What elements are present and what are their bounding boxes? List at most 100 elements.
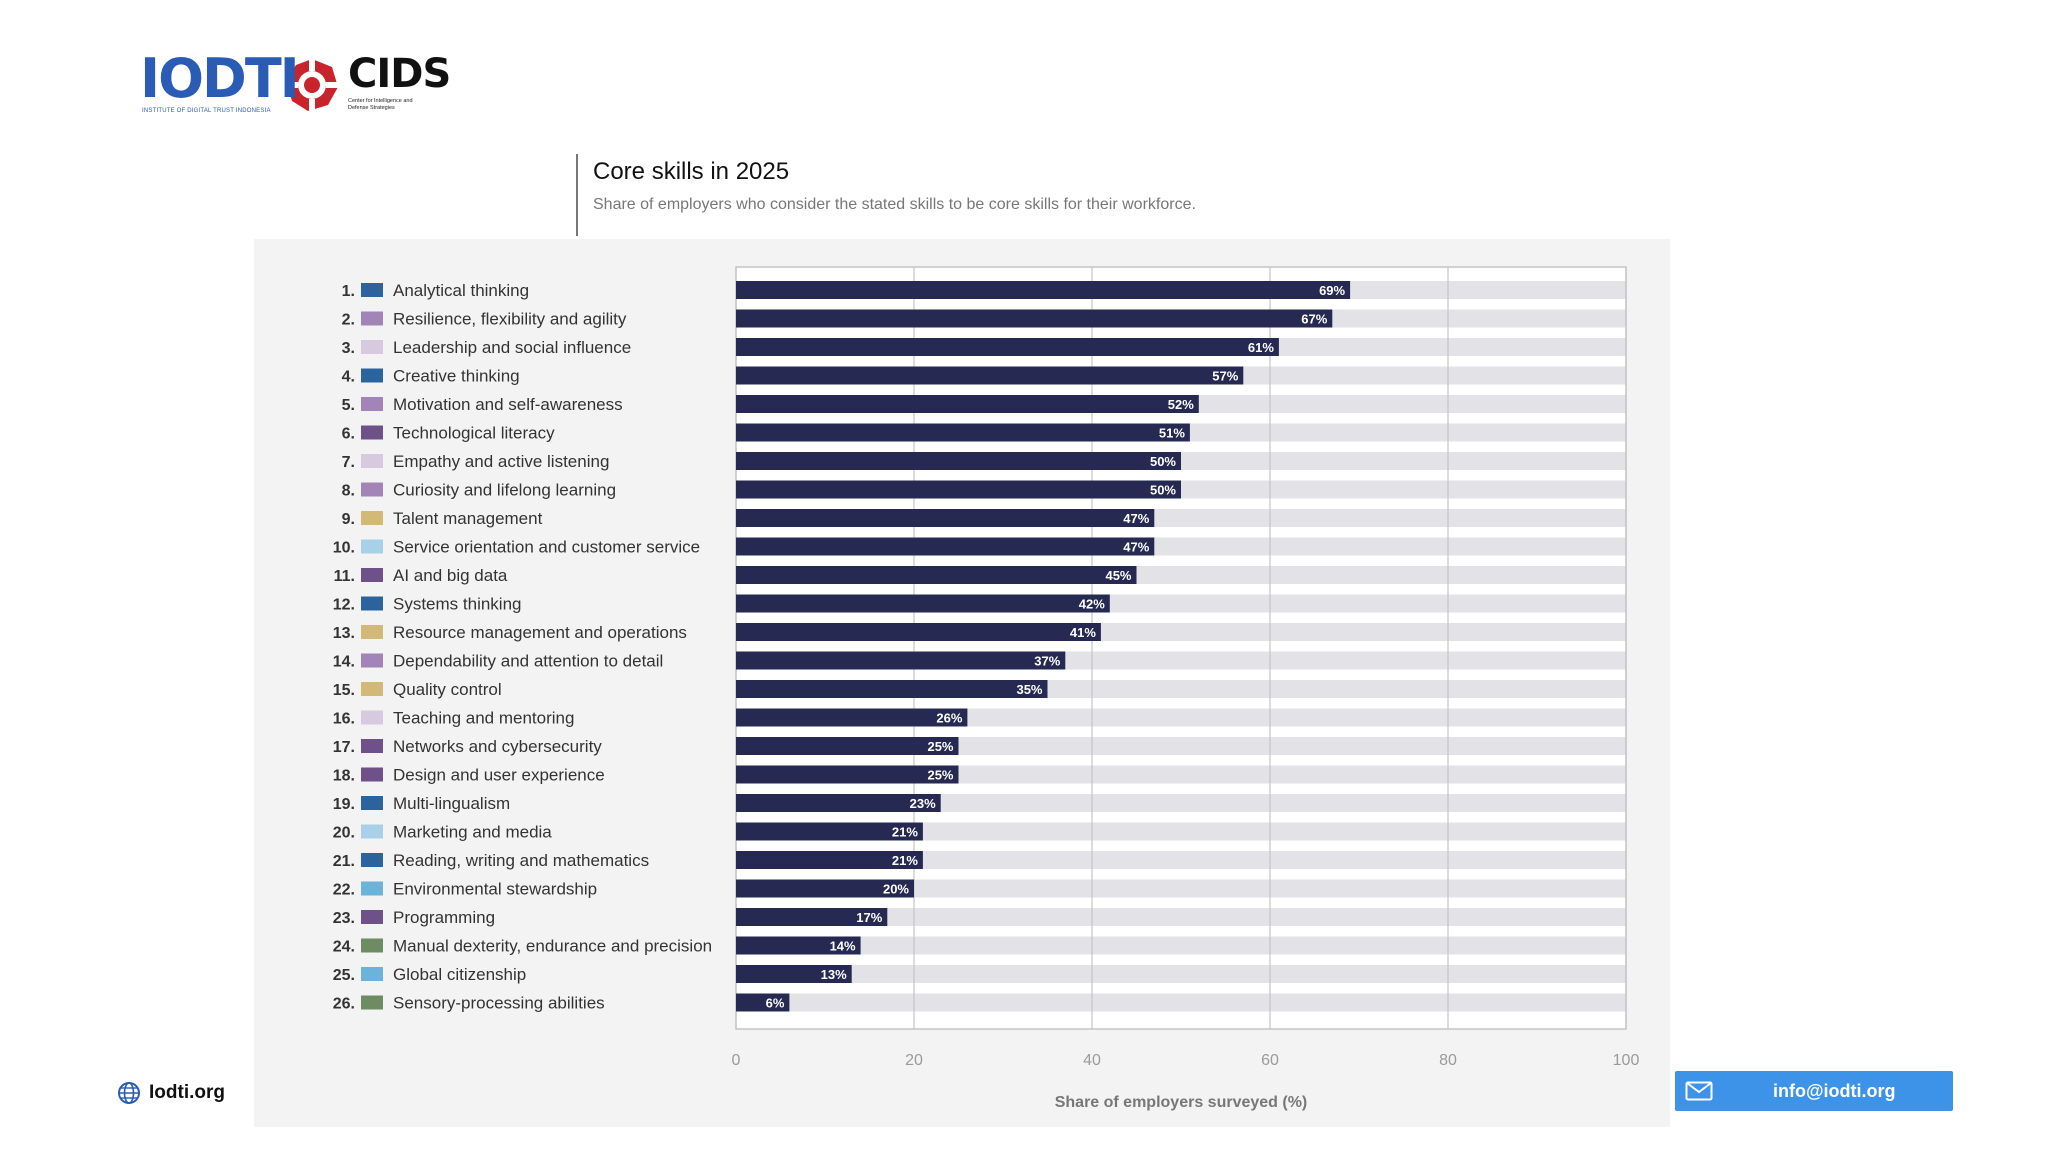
website-link[interactable]: Iodti.org (117, 1081, 225, 1105)
data-label: 21% (892, 825, 918, 840)
mail-icon (1685, 1081, 1713, 1101)
skill-rank: 3. (342, 340, 355, 357)
legend-swatch (361, 796, 383, 810)
legend-swatch (361, 824, 383, 839)
skill-label: Talent management (393, 509, 543, 528)
legend-swatch (361, 739, 383, 753)
skill-rank: 15. (333, 682, 355, 699)
skill-label: Programming (393, 908, 495, 927)
email-contact-button[interactable]: info@iodti.org (1675, 1071, 1953, 1111)
skill-label: Systems thinking (393, 595, 522, 614)
iodti-logo[interactable]: IODTI INSTITUTE OF DIGITAL TRUST INDONES… (140, 47, 300, 118)
x-tick-label: 0 (732, 1052, 741, 1069)
skill-label: Quality control (393, 680, 502, 699)
x-tick-label: 80 (1439, 1052, 1457, 1069)
skill-label: Manual dexterity, endurance and precisio… (393, 937, 712, 956)
data-label: 61% (1248, 340, 1274, 355)
data-bar (736, 566, 1137, 584)
legend-swatch (361, 881, 383, 896)
skill-rank: 16. (333, 711, 355, 728)
skill-rank: 7. (342, 454, 355, 471)
legend-swatch (361, 311, 383, 326)
data-label: 41% (1070, 625, 1096, 640)
legend-swatch (361, 511, 383, 525)
legend-swatch (361, 454, 383, 468)
globe-icon (118, 1082, 140, 1104)
x-tick-label: 60 (1261, 1052, 1279, 1069)
data-label: 69% (1319, 283, 1345, 298)
skill-label: Empathy and active listening (393, 452, 609, 471)
skill-rank: 25. (333, 967, 355, 984)
data-label: 67% (1301, 312, 1327, 327)
legend-swatch (361, 938, 383, 953)
data-label: 47% (1123, 540, 1149, 555)
skill-label: Networks and cybersecurity (393, 737, 602, 756)
cids-emblem-icon (286, 59, 338, 111)
skill-rank: 24. (333, 939, 355, 956)
data-label: 42% (1079, 597, 1105, 612)
legend-swatch (361, 910, 383, 924)
bar-track (736, 851, 1626, 869)
chart-panel: 69% 1. Analytical thinking 67% 2. Resilience,… (254, 239, 1670, 1127)
cids-logo-tagline: Center for Intelligence and Defense Stra… (348, 98, 413, 111)
bar-track (736, 936, 1626, 955)
skill-label: Creative thinking (393, 367, 520, 386)
skill-label: AI and big data (393, 566, 508, 585)
data-bar (736, 423, 1190, 442)
data-bar (736, 851, 923, 869)
skill-rank: 2. (342, 312, 355, 329)
skill-label: Leadership and social influence (393, 338, 631, 357)
legend-swatch (361, 995, 383, 1010)
data-bar (736, 993, 790, 1012)
legend-swatch (361, 653, 383, 668)
skill-label: Sensory-processing abilities (393, 994, 605, 1013)
data-bar (736, 338, 1279, 356)
bar-track (736, 794, 1626, 812)
legend-swatch (361, 482, 383, 497)
data-label: 17% (856, 910, 882, 925)
data-label: 20% (883, 882, 909, 897)
data-bar (736, 509, 1155, 527)
skill-label: Design and user experience (393, 766, 605, 785)
plot-border (735, 266, 1627, 1030)
skill-label: Curiosity and lifelong learning (393, 481, 616, 500)
skill-rank: 8. (342, 483, 355, 500)
skill-label: Environmental stewardship (393, 880, 597, 899)
skill-rank: 4. (342, 369, 355, 386)
skill-rank: 26. (333, 996, 355, 1013)
iodti-logo-tagline: INSTITUTE OF DIGITAL TRUST INDONESIA (142, 108, 271, 114)
cids-logo[interactable]: CIDS Center for Intelligence and Defense… (348, 51, 451, 118)
skill-rank: 10. (333, 540, 355, 557)
data-label: 51% (1159, 426, 1185, 441)
chart-subtitle: Share of employers who consider the stat… (593, 196, 1196, 213)
data-bar (736, 879, 914, 898)
x-tick-label: 20 (905, 1052, 923, 1069)
data-label: 57% (1212, 369, 1238, 384)
legend-swatch (361, 539, 383, 554)
skill-rank: 12. (333, 597, 355, 614)
bar-track (736, 965, 1626, 983)
skill-rank: 23. (333, 910, 355, 927)
data-bar (736, 965, 852, 983)
skill-label: Service orientation and customer service (393, 538, 700, 557)
data-bar (736, 794, 941, 812)
legend-swatch (361, 397, 383, 411)
data-bar (736, 537, 1155, 556)
x-tick-label: 100 (1613, 1052, 1640, 1069)
iodti-logo-text: IODTI (140, 47, 300, 110)
skill-label: Global citizenship (393, 965, 526, 984)
data-bar (736, 680, 1048, 698)
data-label: 35% (1016, 682, 1042, 697)
skill-label: Motivation and self-awareness (393, 395, 623, 414)
x-axis-title: Share of employers surveyed (%) (1055, 1094, 1308, 1111)
legend-swatch (361, 425, 383, 440)
data-bar (736, 908, 888, 926)
skill-rank: 21. (333, 853, 355, 870)
skill-label: Analytical thinking (393, 281, 529, 300)
skill-rank: 22. (333, 882, 355, 899)
bar-track (736, 908, 1626, 926)
bar-track (736, 822, 1626, 841)
cids-logo-text: CIDS (348, 51, 451, 97)
data-bar (736, 366, 1244, 385)
skill-rank: 19. (333, 796, 355, 813)
